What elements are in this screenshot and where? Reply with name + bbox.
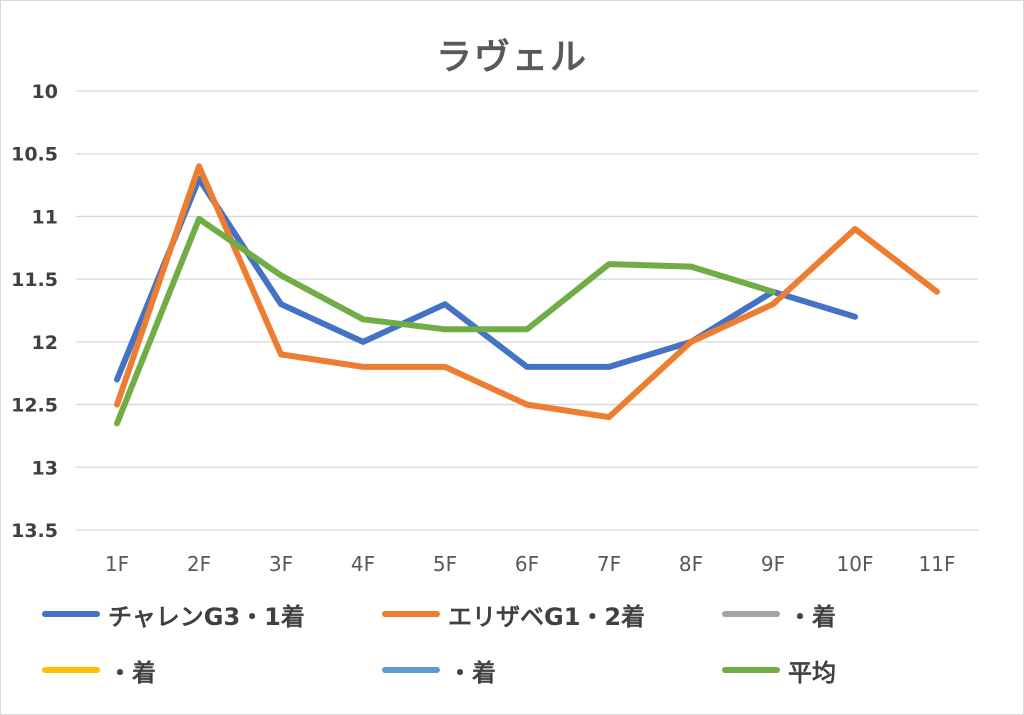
x-tick-label: 10F (837, 552, 874, 576)
x-tick-label: 5F (433, 552, 457, 576)
y-tick-label: 13 (32, 457, 58, 479)
x-tick-label: 2F (187, 552, 211, 576)
y-tick-label: 13.5 (11, 520, 58, 542)
legend-label-3: ・着 (788, 602, 836, 631)
legend-item-4: ・着 (42, 652, 156, 688)
legend-item-3: ・着 (722, 596, 836, 632)
legend-label-5: ・着 (448, 658, 496, 687)
legend-label-2: エリザベG1・2着 (448, 602, 646, 631)
legend-item-1: チャレンG3・1着 (42, 596, 305, 632)
x-tick-label: 4F (351, 552, 375, 576)
y-tick-label: 10.5 (11, 144, 58, 166)
legend-swatch-4 (42, 667, 100, 673)
x-tick-label: 11F (919, 552, 956, 576)
y-tick-label: 12.5 (11, 395, 58, 417)
legend-swatch-6 (722, 667, 780, 673)
y-tick-label: 11 (32, 206, 58, 228)
x-tick-label: 1F (105, 552, 129, 576)
x-tick-label: 9F (761, 552, 785, 576)
series-line-6 (114, 215, 776, 427)
y-tick-label: 10 (32, 81, 58, 103)
y-tick-label: 12 (32, 332, 58, 354)
chart-title: ラヴェル (435, 37, 588, 78)
series-line-2 (114, 163, 940, 421)
x-tick-label: 3F (269, 552, 293, 576)
legend-swatch-3 (722, 611, 780, 617)
series-line-1 (114, 175, 858, 383)
legend-label-4: ・着 (108, 658, 156, 687)
y-tick-label: 11.5 (11, 269, 58, 291)
legend-item-2: エリザベG1・2着 (382, 596, 645, 632)
legend-label-6: 平均 (788, 658, 836, 687)
legend-swatch-2 (382, 611, 440, 617)
x-tick-label: 6F (515, 552, 539, 576)
legend-item-5: ・着 (382, 652, 496, 688)
x-tick-label: 8F (679, 552, 703, 576)
legend-swatch-1 (42, 611, 100, 617)
x-tick-label: 7F (597, 552, 621, 576)
legend-item-6: 平均 (722, 652, 836, 688)
legend-swatch-5 (382, 667, 440, 673)
legend-label-1: チャレンG3・1着 (108, 602, 305, 631)
